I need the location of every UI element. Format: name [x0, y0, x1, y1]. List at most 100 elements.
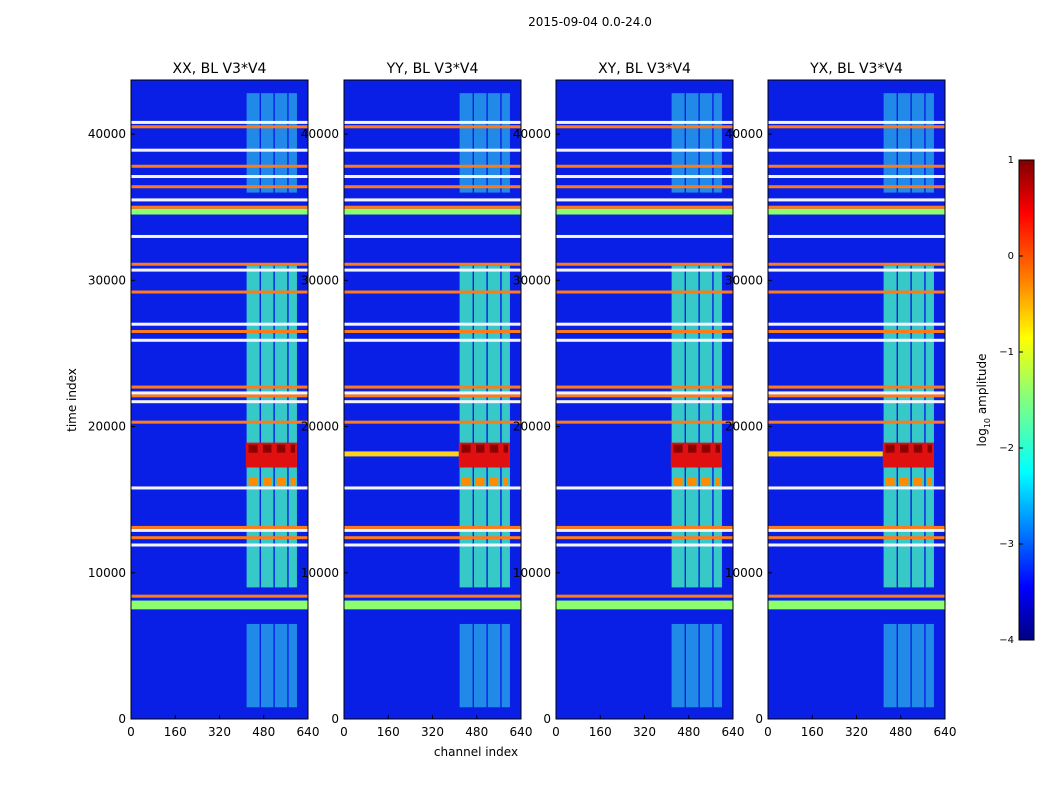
colorbar-tick-label: −1 [999, 347, 1014, 358]
horizontal-line [344, 594, 521, 598]
colorbar-tick-label: 1 [1008, 155, 1014, 166]
colorbar-label-rest: amplitude [975, 354, 989, 418]
peak-tail [715, 477, 720, 486]
horizontal-line [556, 198, 733, 202]
lower-channel-column [925, 623, 934, 708]
x-tick-label: 480 [889, 725, 912, 739]
peak-tail [276, 477, 286, 486]
green-band [344, 208, 521, 215]
horizontal-line [556, 120, 733, 124]
y-tick-label: 20000 [513, 420, 551, 434]
horizontal-line [768, 164, 945, 168]
green-band [556, 208, 733, 215]
horizontal-line [131, 198, 308, 202]
y-tick-label: 10000 [725, 566, 763, 580]
panel-3: XY, BL V3*V4 0 160 320 480 640 0 10000 20000 3000… [513, 61, 745, 739]
horizontal-line [131, 391, 308, 395]
heatmap-image [768, 80, 945, 719]
x-tick-label: 320 [421, 725, 444, 739]
bright-channel-column [501, 265, 510, 588]
bright-channel-column [274, 265, 288, 588]
bright-channel-column [288, 265, 297, 588]
panel-title: XY, BL V3*V4 [598, 61, 691, 77]
horizontal-line [768, 394, 945, 398]
panel-title: XX, BL V3*V4 [173, 61, 267, 77]
horizontal-line [131, 338, 308, 342]
peak-tail [673, 477, 683, 486]
horizontal-line [556, 543, 733, 547]
horizontal-line [131, 290, 308, 294]
horizontal-line [768, 385, 945, 389]
horizontal-line [556, 385, 733, 389]
bright-channel-column [685, 265, 699, 588]
lower-channel-column [699, 623, 713, 708]
x-tick-label: 640 [510, 725, 533, 739]
horizontal-line [344, 125, 521, 129]
x-tick-label: 480 [252, 725, 275, 739]
horizontal-line [131, 536, 308, 540]
x-tick-label: 640 [722, 725, 745, 739]
x-tick-label: 320 [633, 725, 656, 739]
x-axis-label: channel index [434, 745, 518, 759]
peak-core [899, 444, 909, 453]
peak-tail [899, 477, 909, 486]
peak-core [262, 444, 272, 453]
horizontal-line [131, 185, 308, 189]
horizontal-line [556, 420, 733, 424]
horizontal-line [768, 486, 945, 490]
horizontal-line [131, 120, 308, 124]
horizontal-line [344, 543, 521, 547]
peak-tail [489, 477, 499, 486]
green-band [131, 600, 308, 610]
upper-channel-column [925, 93, 934, 193]
peak-core [927, 444, 932, 453]
horizontal-line [768, 391, 945, 395]
upper-channel-column [288, 93, 297, 193]
upper-channel-column [501, 93, 510, 193]
peak-tail [885, 477, 895, 486]
peak-core [885, 444, 895, 453]
colorbar-tick-label: 0 [1008, 251, 1014, 262]
horizontal-line [556, 234, 733, 238]
y-tick-label: 0 [331, 712, 339, 726]
horizontal-line [556, 391, 733, 395]
lower-channel-column [713, 623, 722, 708]
heatmap-image [131, 80, 308, 719]
horizontal-line [768, 543, 945, 547]
horizontal-line [556, 525, 733, 529]
horizontal-line [131, 175, 308, 179]
y-tick-label: 30000 [725, 273, 763, 287]
peak-core [687, 444, 697, 453]
peak-core [475, 444, 485, 453]
x-tick-label: 0 [340, 725, 348, 739]
y-tick-label: 0 [543, 712, 551, 726]
peak-tail [913, 477, 923, 486]
horizontal-line [768, 198, 945, 202]
horizontal-line [344, 486, 521, 490]
bright-channel-column [246, 265, 260, 588]
horizontal-line [344, 338, 521, 342]
horizontal-line [344, 198, 521, 202]
bright-channel-column [671, 265, 685, 588]
horizontal-line [131, 234, 308, 238]
lower-channel-column [487, 623, 501, 708]
horizontal-line [556, 594, 733, 598]
horizontal-line [344, 120, 521, 124]
horizontal-line [131, 594, 308, 598]
panel-title: YX, BL V3*V4 [809, 61, 903, 77]
horizontal-line [344, 391, 521, 395]
horizontal-line [768, 120, 945, 124]
y-tick-label: 40000 [513, 127, 551, 141]
y-tick-label: 30000 [88, 273, 126, 287]
horizontal-line [556, 185, 733, 189]
horizontal-line [768, 322, 945, 326]
x-tick-label: 640 [297, 725, 320, 739]
horizontal-line [556, 338, 733, 342]
colorbar-gradient [1018, 159, 1035, 641]
horizontal-line [344, 400, 521, 404]
bright-channel-column [883, 265, 897, 588]
x-tick-label: 0 [552, 725, 560, 739]
bright-row [768, 451, 883, 457]
bright-channel-column [713, 265, 722, 588]
horizontal-line [131, 268, 308, 272]
